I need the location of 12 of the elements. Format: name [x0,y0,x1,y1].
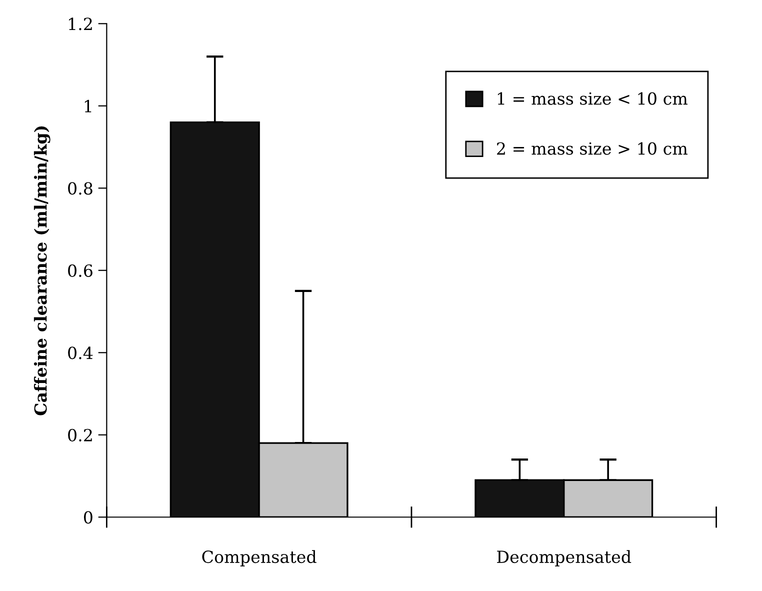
legend-label: 2 = mass size > 10 cm [497,142,688,155]
legend-label: 1 = mass size < 10 cm [498,92,688,105]
y-tick-label: 0.2 [68,428,92,442]
y-tick-label: 1.2 [69,18,92,30]
y-axis-title: Caffeine clearance (ml/min/kg) [34,126,50,416]
y-tick-label: 0.4 [68,346,93,360]
y-tick-label: 0 [84,511,92,524]
y-tick-label: 1 [84,100,92,112]
y-tick-label: 0.8 [68,182,92,195]
x-tick-label: Compensated [202,550,316,566]
x-tick-label: Decompensated [497,550,632,566]
y-tick-label: 0.6 [68,264,92,277]
